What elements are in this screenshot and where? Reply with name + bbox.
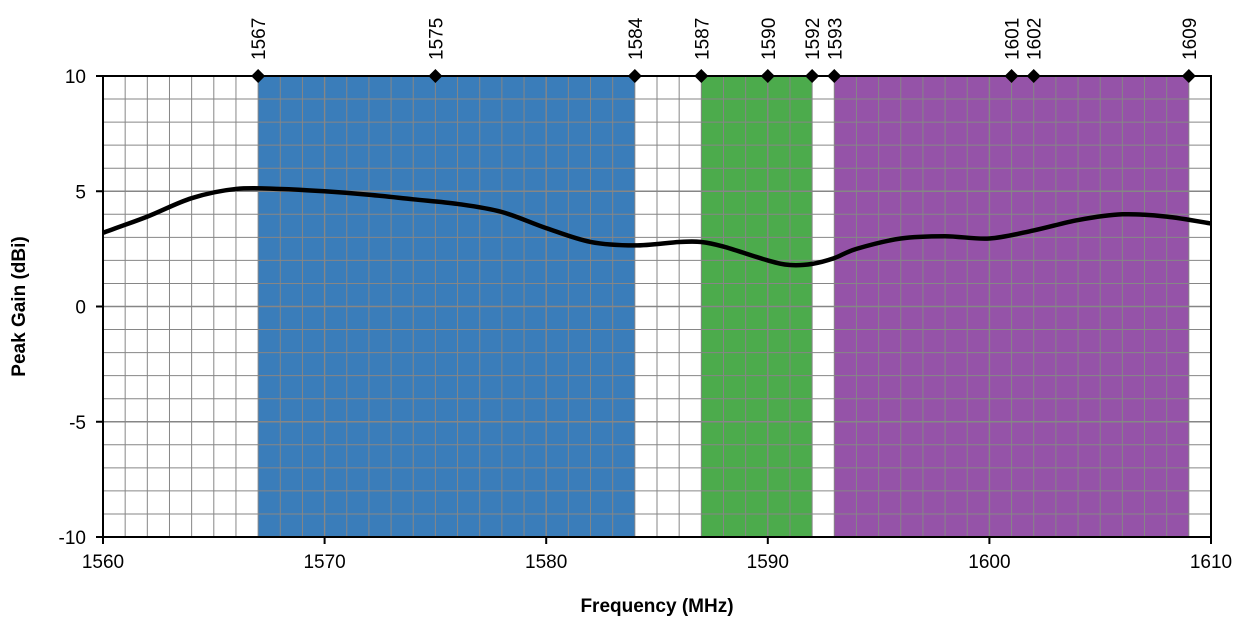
x-tick-label-1560: 1560 <box>82 552 124 573</box>
x-axis-title: Frequency (MHz) <box>580 596 733 617</box>
plot-frame <box>96 75 1212 544</box>
marker-label-1575: 1575 <box>426 18 447 60</box>
marker-label-1567: 1567 <box>249 18 270 60</box>
marker-label-1592: 1592 <box>803 18 824 60</box>
y-tick-label-5: 5 <box>75 182 86 203</box>
marker-diamond-1587 <box>694 69 709 83</box>
y-tick-label--10: -10 <box>59 528 86 549</box>
marker-diamond-1584 <box>627 69 642 83</box>
marker-label-1584: 1584 <box>626 17 647 60</box>
marker-layer: 1567 1575 1584 1587 1590 1592 1593 1601 1602 1609 <box>249 17 1201 83</box>
marker-label-1593: 1593 <box>825 18 846 60</box>
tick-labels: 1560 1570 1580 1590 1600 1610 -10 -5 0 5 10 <box>59 67 1233 573</box>
marker-label-1587: 1587 <box>692 18 713 60</box>
x-tick-label-1580: 1580 <box>525 552 567 573</box>
x-tick-label-1610: 1610 <box>1190 552 1232 573</box>
marker-diamond-1593 <box>827 69 842 83</box>
x-tick-label-1600: 1600 <box>968 552 1010 573</box>
marker-diamond-1592 <box>805 69 820 83</box>
y-tick-label--5: -5 <box>69 413 86 434</box>
marker-label-1602: 1602 <box>1025 18 1046 60</box>
grid-lines <box>103 76 1211 537</box>
marker-diamond-1602 <box>1026 69 1041 83</box>
y-tick-label-0: 0 <box>75 298 86 319</box>
marker-diamond-1567 <box>251 69 266 83</box>
x-tick-label-1590: 1590 <box>747 552 789 573</box>
marker-label-1601: 1601 <box>1003 18 1024 60</box>
y-tick-label-10: 10 <box>65 67 86 88</box>
y-axis-title: Peak Gain (dBi) <box>9 236 30 376</box>
marker-label-1590: 1590 <box>759 18 780 60</box>
marker-diamond-1601 <box>1004 69 1019 83</box>
x-tick-label-1570: 1570 <box>303 552 345 573</box>
marker-label-1609: 1609 <box>1180 18 1201 60</box>
series-line-1 <box>102 185 1212 268</box>
marker-diamond-1590 <box>760 69 775 83</box>
series-layer <box>102 185 1212 268</box>
marker-diamond-1575 <box>428 69 443 83</box>
marker-diamond-1609 <box>1181 69 1196 83</box>
